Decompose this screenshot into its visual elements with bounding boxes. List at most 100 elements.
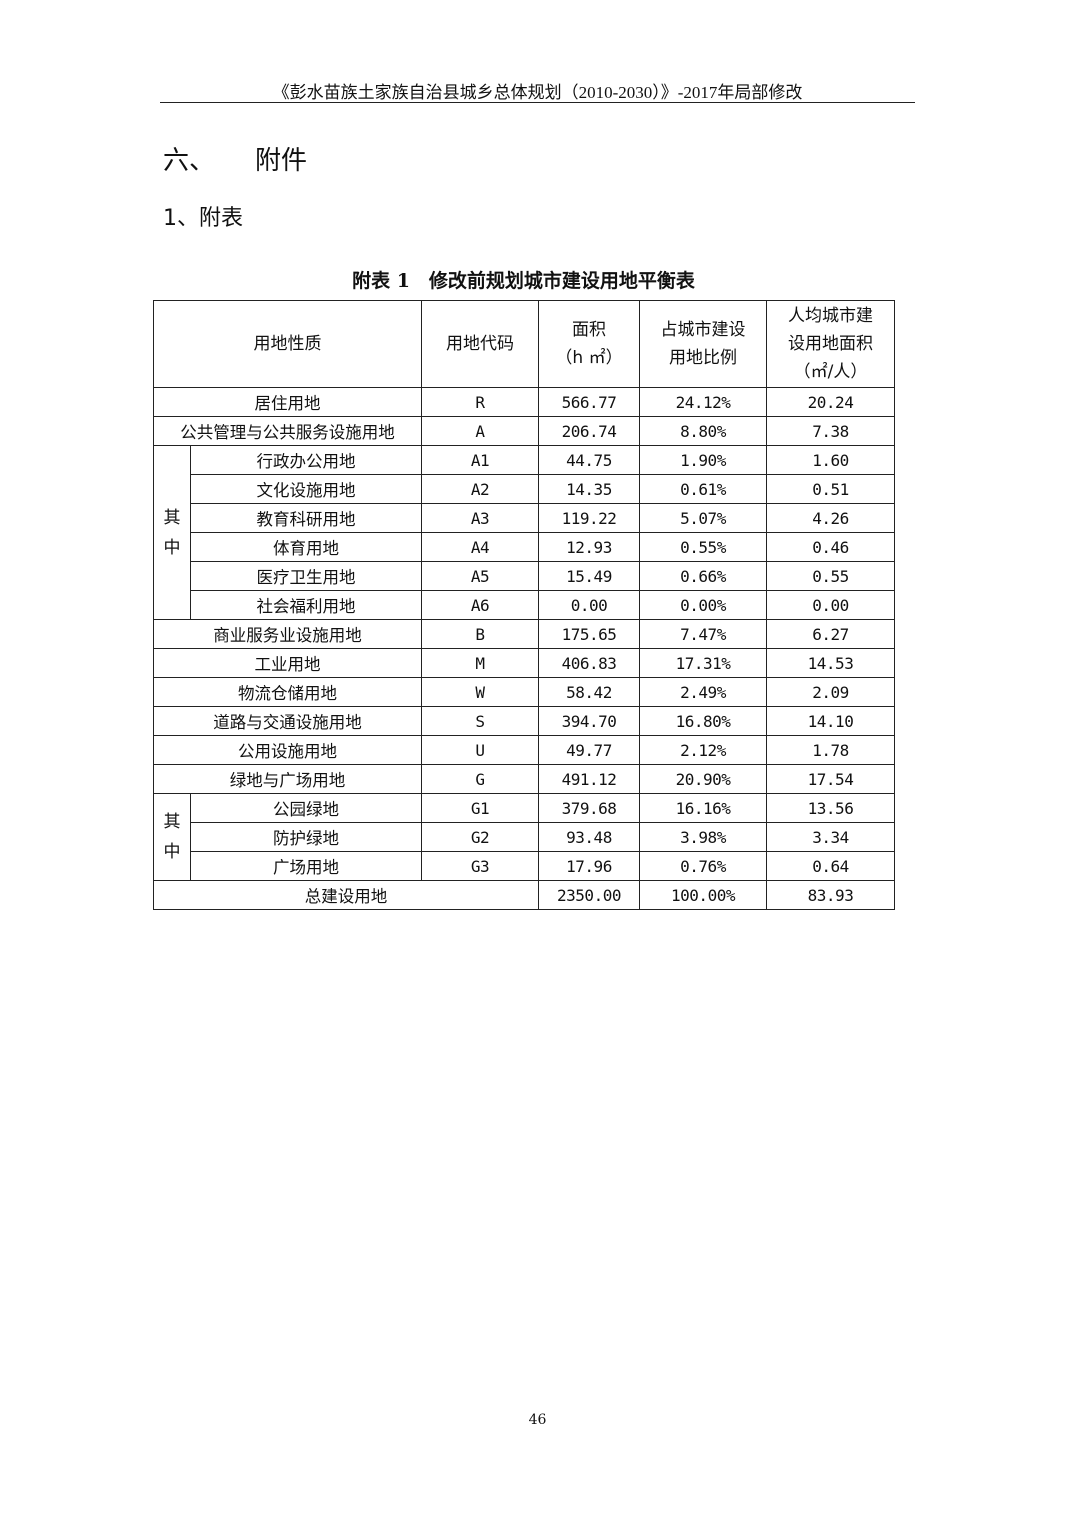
per-capita-cell: 20.24 xyxy=(766,387,895,417)
header-ratio: 占城市建设 用地比例 xyxy=(639,300,767,388)
ratio-cell: 16.16% xyxy=(639,793,767,823)
section-heading: 六、 附件 xyxy=(163,140,307,177)
code-cell: A3 xyxy=(421,503,539,533)
ratio-cell: 2.49% xyxy=(639,677,767,707)
ratio-cell: 0.66% xyxy=(639,561,767,591)
per-capita-cell: 2.09 xyxy=(766,677,895,707)
table-row: 道路与交通设施用地 S 394.70 16.80% 14.10 xyxy=(153,706,895,736)
per-capita-cell: 0.64 xyxy=(766,851,895,881)
land-type-cell: 教育科研用地 xyxy=(190,503,422,533)
ratio-cell: 7.47% xyxy=(639,619,767,649)
table-row: 其中行政办公用地 A1 44.75 1.90% 1.60 xyxy=(153,445,895,620)
group-label: 中 xyxy=(163,537,181,558)
land-type-cell: 防护绿地 xyxy=(190,822,422,852)
group-label: 其 xyxy=(163,812,181,832)
table-row: 居住用地 R 566.77 24.12% 20.24 xyxy=(153,387,895,417)
area-cell: 49.77 xyxy=(538,735,640,765)
land-type-cell: 医疗卫生用地 xyxy=(190,561,422,591)
code-cell: A xyxy=(421,416,539,446)
area-cell: 58.42 xyxy=(538,677,640,707)
table-row: 防护绿地 G2 93.48 3.98% 3.34 xyxy=(154,822,895,852)
table-body: 居住用地 R 566.77 24.12% 20.24 公共管理与公共服务设施用地 A 206.… xyxy=(153,387,895,910)
total-label-cell: 总建设用地 xyxy=(153,880,539,910)
ratio-cell: 0.00% xyxy=(639,590,767,620)
total-per-capita-cell: 83.93 xyxy=(766,880,895,910)
header-per-capita: 人均城市建 设用地面积 （㎡/人） xyxy=(766,300,895,388)
area-cell: 15.49 xyxy=(538,561,640,591)
table-row: 医疗卫生用地 A5 15.49 0.66% 0.55 xyxy=(154,561,895,591)
land-type-cell: 物流仓储用地 xyxy=(153,677,422,707)
header-text: （h ㎡） xyxy=(555,348,623,368)
per-capita-cell: 6.27 xyxy=(766,619,895,649)
ratio-cell: 0.55% xyxy=(639,532,767,562)
section-title: 附件 xyxy=(255,146,308,176)
land-type-cell: 社会福利用地 xyxy=(190,590,422,620)
code-cell: G2 xyxy=(421,822,539,852)
per-capita-cell: 14.53 xyxy=(766,648,895,678)
group-label: 其 xyxy=(163,507,181,528)
per-capita-cell: 1.60 xyxy=(766,445,895,475)
table-row: 绿地与广场用地 G 491.12 20.90% 17.54 xyxy=(153,764,895,794)
ratio-cell: 20.90% xyxy=(639,764,767,794)
table-row: 商业服务业设施用地 B 175.65 7.47% 6.27 xyxy=(153,619,895,649)
code-cell: G1 xyxy=(421,793,539,823)
group-label-cell: 其中 xyxy=(153,793,191,881)
ratio-cell: 0.61% xyxy=(639,474,767,504)
per-capita-cell: 0.55 xyxy=(766,561,895,591)
per-capita-cell: 17.54 xyxy=(766,764,895,794)
area-cell: 119.22 xyxy=(538,503,640,533)
code-cell: A4 xyxy=(421,532,539,562)
land-type-cell: 商业服务业设施用地 xyxy=(153,619,422,649)
area-cell: 0.00 xyxy=(538,590,640,620)
table-row: 教育科研用地 A3 119.22 5.07% 4.26 xyxy=(154,503,895,533)
per-capita-cell: 14.10 xyxy=(766,706,895,736)
land-type-cell: 居住用地 xyxy=(153,387,422,417)
running-header: 《彭水苗族土家族自治县城乡总体规划（2010-2030）》-2017年局部修改 xyxy=(272,83,803,102)
per-capita-cell: 7.38 xyxy=(766,416,895,446)
land-type-cell: 公园绿地 xyxy=(190,793,422,823)
land-type-cell: 绿地与广场用地 xyxy=(153,764,422,794)
area-cell: 17.96 xyxy=(538,851,640,881)
code-cell: A1 xyxy=(421,445,539,475)
ratio-cell: 2.12% xyxy=(639,735,767,765)
ratio-cell: 17.31% xyxy=(639,648,767,678)
ratio-cell: 24.12% xyxy=(639,387,767,417)
land-type-cell: 道路与交通设施用地 xyxy=(153,706,422,736)
table-row: 社会福利用地 A6 0.00 0.00% 0.00 xyxy=(154,590,895,620)
code-cell: W xyxy=(421,677,539,707)
per-capita-cell: 4.26 xyxy=(766,503,895,533)
land-type-cell: 体育用地 xyxy=(190,532,422,562)
header-land-type: 用地性质 xyxy=(153,300,422,388)
code-cell: A5 xyxy=(421,561,539,591)
table-row: 体育用地 A4 12.93 0.55% 0.46 xyxy=(154,532,895,562)
table-row: 公用设施用地 U 49.77 2.12% 1.78 xyxy=(153,735,895,765)
code-cell: R xyxy=(421,387,539,417)
area-cell: 206.74 xyxy=(538,416,640,446)
subsection-heading: 1、附表 xyxy=(163,206,243,231)
header-area: 面积 （h ㎡） xyxy=(538,300,640,388)
code-cell: U xyxy=(421,735,539,765)
total-row: 总建设用地 2350.00 100.00% 83.93 xyxy=(153,880,895,910)
table-row: 工业用地 M 406.83 17.31% 14.53 xyxy=(153,648,895,678)
land-type-cell: 广场用地 xyxy=(190,851,422,881)
total-area-cell: 2350.00 xyxy=(538,880,640,910)
header-text: （㎡/人） xyxy=(793,362,868,382)
header-text: 用地代码 xyxy=(446,334,514,354)
header-text: 占城市建设 xyxy=(660,320,746,340)
table-header-row: 用地性质 用地代码 面积 （h ㎡） 占城市建设 用地比例 人均城市建 设用地面积 （㎡… xyxy=(153,300,895,388)
area-cell: 175.65 xyxy=(538,619,640,649)
table-row: 公共管理与公共服务设施用地 A 206.74 8.80% 7.38 xyxy=(153,416,895,446)
area-cell: 491.12 xyxy=(538,764,640,794)
area-cell: 44.75 xyxy=(538,445,640,475)
ratio-cell: 3.98% xyxy=(639,822,767,852)
area-cell: 93.48 xyxy=(538,822,640,852)
header-code: 用地代码 xyxy=(421,300,539,388)
code-cell: M xyxy=(421,648,539,678)
header-rule xyxy=(160,102,915,103)
table-row: 其中公园绿地 G1 379.68 16.16% 13.56 xyxy=(153,793,895,881)
per-capita-cell: 1.78 xyxy=(766,735,895,765)
code-cell: G3 xyxy=(421,851,539,881)
land-use-balance-table: 用地性质 用地代码 面积 （h ㎡） 占城市建设 用地比例 人均城市建 设用地面积 （㎡… xyxy=(153,300,895,910)
ratio-cell: 0.76% xyxy=(639,851,767,881)
page-number: 46 xyxy=(528,1412,547,1428)
